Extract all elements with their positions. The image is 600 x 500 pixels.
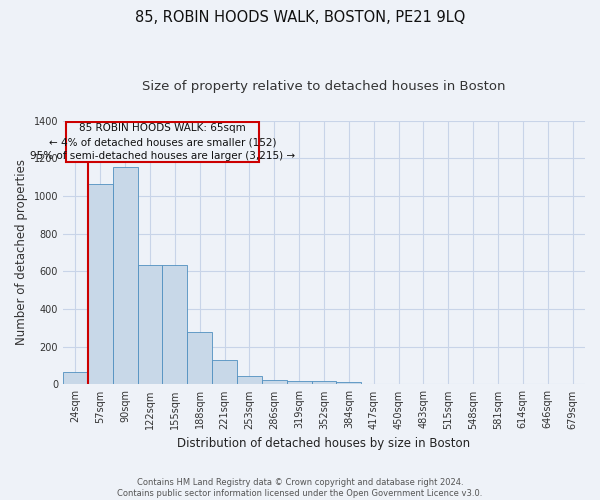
Bar	[287, 380, 311, 384]
Bar	[237, 376, 262, 384]
Bar	[63, 372, 88, 384]
Bar	[311, 380, 337, 384]
Bar	[337, 382, 361, 384]
Text: 85, ROBIN HOODS WALK, BOSTON, PE21 9LQ: 85, ROBIN HOODS WALK, BOSTON, PE21 9LQ	[135, 10, 465, 25]
Bar	[113, 166, 137, 384]
FancyBboxPatch shape	[65, 122, 259, 162]
Title: Size of property relative to detached houses in Boston: Size of property relative to detached ho…	[142, 80, 506, 93]
Bar	[262, 380, 287, 384]
Bar	[88, 184, 113, 384]
Bar	[212, 360, 237, 384]
Bar	[163, 264, 187, 384]
Text: 85 ROBIN HOODS WALK: 65sqm
← 4% of detached houses are smaller (152)
95% of semi: 85 ROBIN HOODS WALK: 65sqm ← 4% of detac…	[30, 123, 295, 161]
Bar	[187, 332, 212, 384]
Bar	[137, 264, 163, 384]
Y-axis label: Number of detached properties: Number of detached properties	[15, 160, 28, 346]
Text: Contains HM Land Registry data © Crown copyright and database right 2024.
Contai: Contains HM Land Registry data © Crown c…	[118, 478, 482, 498]
X-axis label: Distribution of detached houses by size in Boston: Distribution of detached houses by size …	[178, 437, 470, 450]
